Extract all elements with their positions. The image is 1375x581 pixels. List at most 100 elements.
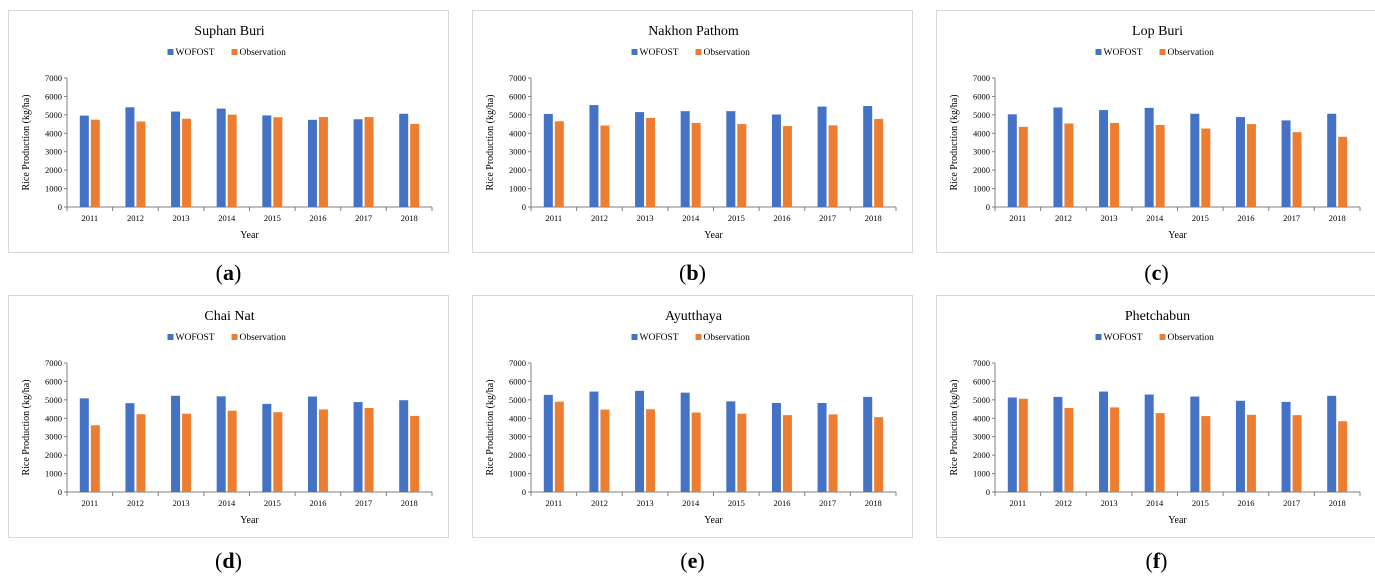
legend-label-observation: Observation [1168, 48, 1215, 58]
bar-observation-2013 [182, 118, 192, 207]
bar-observation-2016 [782, 126, 792, 207]
caption-f: (f) [1145, 548, 1168, 573]
y-axis-label: Rice Production (kg/ha) [485, 94, 496, 190]
bar-observation-2012 [1064, 407, 1074, 492]
chart-panel-e: Ayutthaya WOFOST Observation 0 1000 2000 3000 4… [472, 295, 913, 538]
x-tick-label: 2014 [682, 213, 700, 223]
y-tick-label: 2000 [509, 165, 526, 175]
x-tick-label: 2018 [865, 498, 882, 508]
bar-wofost-2012 [125, 107, 135, 207]
bar-observation-2016 [1246, 414, 1256, 492]
bar-observation-2011 [1018, 126, 1028, 207]
bar-observation-2015 [737, 124, 747, 207]
chart-svg-d: Chai Nat WOFOST Observation 0 1000 2000 3000 40… [21, 309, 433, 526]
x-tick-label: 2011 [1009, 498, 1026, 508]
legend-label-observation: Observation [240, 333, 287, 343]
x-tick-label: 2018 [1329, 213, 1346, 223]
x-axis-label: Year [1168, 230, 1187, 241]
y-tick-label: 6000 [45, 91, 62, 101]
bar-observation-2012 [600, 409, 610, 492]
bar-observation-2016 [782, 415, 792, 492]
bar-wofost-2012 [1053, 107, 1063, 207]
bar-observation-2013 [1110, 122, 1120, 207]
bar-observation-2014 [1155, 124, 1165, 207]
y-tick-label: 7000 [973, 358, 990, 368]
bar-wofost-2015 [1190, 396, 1200, 492]
bar-observation-2016 [318, 409, 328, 492]
y-tick-label: 2000 [45, 450, 62, 460]
x-tick-label: 2015 [1192, 213, 1209, 223]
y-tick-label: 1000 [973, 469, 990, 479]
y-tick-label: 7000 [973, 73, 990, 83]
x-tick-label: 2016 [773, 213, 790, 223]
y-tick-label: 5000 [509, 110, 526, 120]
chart-svg-a: Suphan Buri WOFOST Observation 0 1000 2000 300… [21, 24, 433, 241]
x-tick-label: 2014 [682, 498, 700, 508]
x-tick-label: 2014 [218, 498, 236, 508]
bar-observation-2011 [90, 119, 100, 207]
bar-wofost-2017 [1281, 120, 1291, 207]
y-tick-label: 4000 [973, 128, 990, 138]
x-tick-label: 2017 [819, 498, 836, 508]
y-axis-label: Rice Production (kg/ha) [485, 379, 496, 475]
y-tick-label: 7000 [509, 73, 526, 83]
y-tick-label: 4000 [509, 413, 526, 423]
y-tick-label: 6000 [973, 376, 990, 386]
bar-wofost-2015 [1190, 113, 1200, 207]
bar-observation-2011 [1018, 398, 1028, 492]
bar-wofost-2011 [1007, 114, 1017, 207]
x-tick-label: 2017 [355, 498, 372, 508]
bar-observation-2011 [554, 401, 564, 492]
y-tick-label: 7000 [45, 358, 62, 368]
bar-wofost-2012 [589, 391, 599, 492]
x-tick-label: 2013 [1101, 213, 1118, 223]
y-tick-label: 0 [58, 487, 62, 497]
bar-observation-2017 [1292, 132, 1302, 207]
x-tick-label: 2017 [1283, 213, 1300, 223]
y-axis-label: Rice Production (kg/ha) [21, 379, 32, 475]
bar-observation-2014 [227, 410, 237, 492]
y-tick-label: 1000 [973, 184, 990, 194]
legend-swatch-observation [695, 334, 702, 340]
bar-wofost-2016 [1235, 400, 1245, 492]
bar-observation-2013 [1110, 407, 1120, 492]
y-axis-label: Rice Production (kg/ha) [949, 379, 960, 475]
bar-wofost-2015 [262, 403, 272, 492]
x-tick-label: 2013 [173, 213, 190, 223]
y-tick-label: 1000 [509, 469, 526, 479]
x-tick-label: 2017 [1283, 498, 1300, 508]
x-tick-label: 2016 [309, 213, 326, 223]
legend-label-wofost: WOFOST [1104, 333, 1143, 343]
x-tick-label: 2012 [127, 213, 144, 223]
legend-swatch-wofost [631, 49, 638, 55]
y-axis-label: Rice Production (kg/ha) [21, 94, 32, 190]
bar-observation-2012 [136, 414, 146, 492]
chart-panel-d: Chai Nat WOFOST Observation 0 1000 2000 3000 40… [8, 295, 449, 538]
y-tick-label: 0 [522, 487, 526, 497]
y-axis-label: Rice Production (kg/ha) [949, 94, 960, 190]
legend-label-wofost: WOFOST [1104, 48, 1143, 58]
legend-label-observation: Observation [704, 333, 751, 343]
x-tick-label: 2012 [1055, 498, 1072, 508]
y-tick-label: 0 [522, 202, 526, 212]
x-tick-label: 2018 [401, 213, 418, 223]
y-tick-label: 3000 [509, 432, 526, 442]
bar-observation-2011 [90, 425, 100, 492]
chart-title: Phetchabun [1125, 309, 1190, 324]
bar-observation-2017 [1292, 415, 1302, 492]
chart-panel-f: Phetchabun WOFOST Observation 0 1000 2000 3000… [936, 295, 1375, 538]
x-tick-label: 2012 [127, 498, 144, 508]
bar-observation-2017 [828, 414, 838, 492]
bar-wofost-2018 [399, 400, 409, 492]
y-tick-label: 4000 [509, 128, 526, 138]
bar-wofost-2013 [171, 111, 181, 207]
x-tick-label: 2018 [401, 498, 418, 508]
x-axis-label: Year [704, 230, 723, 241]
y-tick-label: 4000 [45, 128, 62, 138]
legend-swatch-wofost [631, 334, 638, 340]
x-tick-label: 2016 [1237, 498, 1254, 508]
bar-observation-2014 [227, 114, 237, 207]
x-axis-label: Year [704, 515, 723, 526]
caption-e: (e) [680, 548, 705, 573]
legend-label-wofost: WOFOST [640, 333, 679, 343]
